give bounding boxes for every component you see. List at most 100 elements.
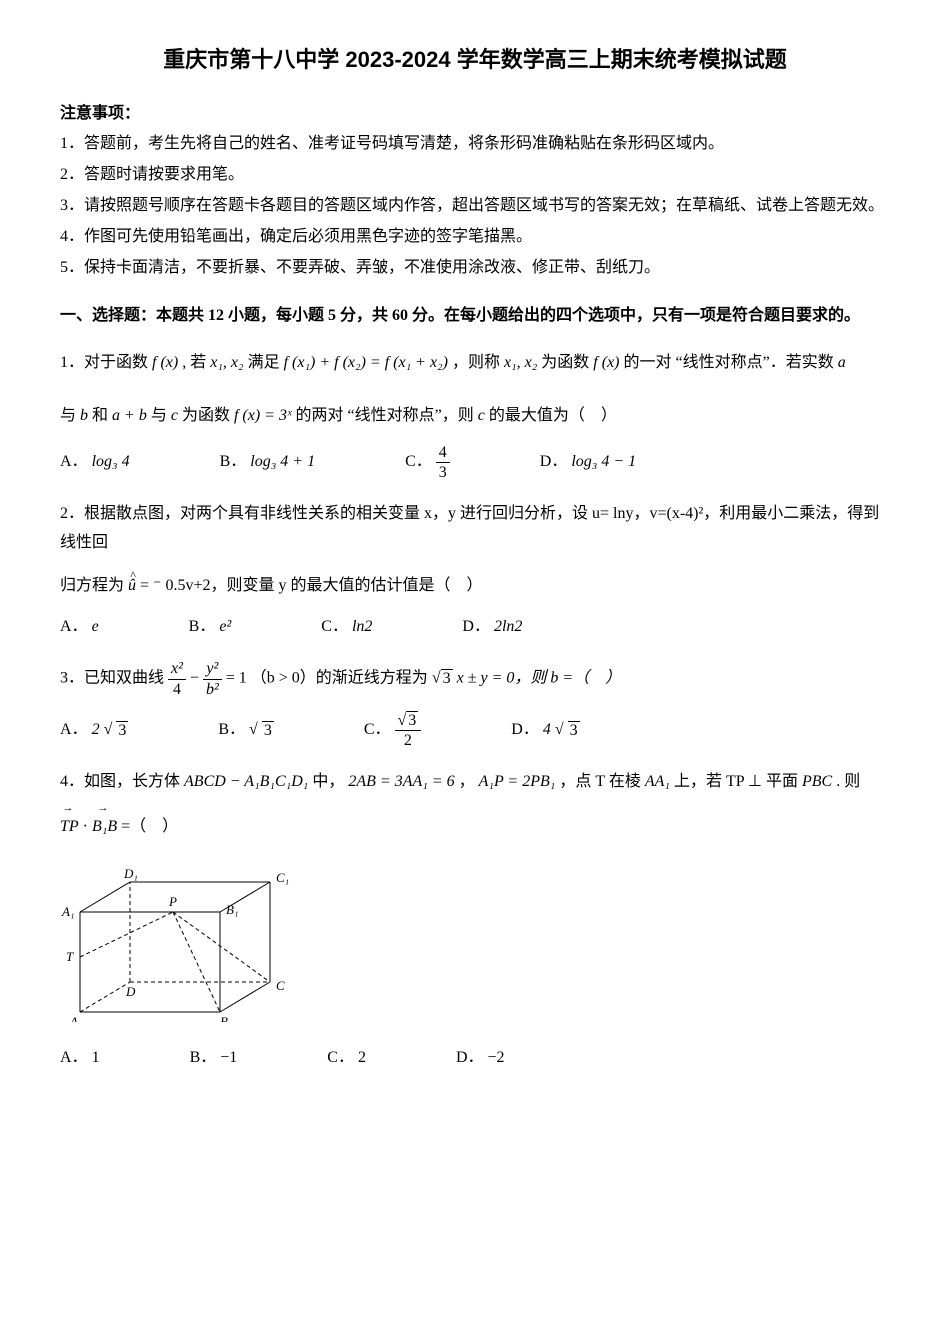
q2-opt-a-val: e <box>92 613 99 642</box>
q4-opt-d-label: D． <box>456 1044 484 1073</box>
q4-pbc: PBC <box>802 773 832 790</box>
q2-opt-a-label: A． <box>60 613 88 642</box>
q3-a-pre: 2 <box>92 716 100 745</box>
q4-opt-a: A．1 <box>60 1044 100 1073</box>
q2-opt-d: D．2ln2 <box>462 613 522 642</box>
q4-t1: 中， <box>312 773 344 790</box>
q3-opt-c: C． √3 2 <box>364 711 421 750</box>
q3-eq: = 1 <box>226 670 247 687</box>
q1-text: 1．对于函数 <box>60 354 152 371</box>
q3-c-frac: √3 2 <box>395 711 422 750</box>
svg-text:C: C <box>276 978 285 993</box>
q4-t5: . 则 <box>836 773 860 790</box>
q1-and2: 与 <box>151 407 171 424</box>
q3-opt-d-label: D． <box>511 716 539 745</box>
q3-a-sqrt: 3 <box>116 721 128 740</box>
q1-x12b: x₁, x₂ <box>504 354 537 371</box>
q1-opt-d-val: log₃ 4 − 1 <box>571 448 636 477</box>
q1-opt-c-den: 3 <box>436 463 450 482</box>
q1-opt-d: D．log₃ 4 − 1 <box>540 443 636 482</box>
q3-cond: （b > 0）的渐近线方程为 <box>251 670 432 687</box>
notice-line-2: 2．答题时请按要求用笔。 <box>60 161 890 190</box>
q3-opt-a: A． 2√3 <box>60 711 128 750</box>
q4-eq1: 2AB = 3AA₁ = 6 <box>348 773 454 790</box>
q3-sqrt: √ <box>432 670 441 687</box>
q2-opt-c-label: C． <box>321 613 348 642</box>
q1-and: 和 <box>92 407 112 424</box>
q1-t7: 的两对 “线性对称点”，则 <box>295 407 477 424</box>
q1-t3: ，则称 <box>452 354 504 371</box>
q3-c-num3: 3 <box>406 711 418 730</box>
q3-rest: x ± y = 0，则 b =（ ） <box>457 670 622 687</box>
q3-d-sqrt-sym: √ <box>555 716 564 745</box>
q2-opt-b-val: e² <box>219 613 231 642</box>
q3-xnum: x² <box>168 659 186 679</box>
q3-opt-b-label: B． <box>218 716 245 745</box>
q1-eq: f (x₁) + f (x₂) = f (x₁ + x₂) <box>284 354 448 371</box>
q4-opt-a-val: 1 <box>92 1044 100 1073</box>
q2-opt-a: A．e <box>60 613 99 642</box>
q2-l2b: = ⁻ 0.5v+2，则变量 y 的最大值的估计值是（ ） <box>140 577 483 594</box>
q1-t4: 为函数 <box>541 354 593 371</box>
svg-text:A: A <box>69 1014 78 1022</box>
q1-t5: 的一对 “线性对称点”．若实数 <box>624 354 838 371</box>
q2-opt-c: C．ln2 <box>321 613 372 642</box>
q4-t4: 上，若 TP ⊥ 平面 <box>674 773 802 790</box>
q1-opt-a-val: log₃ 4 <box>92 448 130 477</box>
q4-aa1: AA₁ <box>645 773 670 790</box>
question-4: 4．如图，长方体 ABCD − A₁B₁C₁D₁ 中， 2AB = 3AA₁ =… <box>60 768 890 1073</box>
section-1-head: 一、选择题：本题共 12 小题，每小题 5 分，共 60 分。在每小题给出的四个… <box>60 302 890 331</box>
q4-vec-b1b: B₁B <box>92 813 117 842</box>
q1-line2a: 与 <box>60 407 80 424</box>
svg-text:T: T <box>66 949 74 964</box>
q3-xden: 4 <box>168 680 186 699</box>
q2-opt-b: B．e² <box>189 613 232 642</box>
q4-t3: ，点 T 在棱 <box>559 773 645 790</box>
q4-pre: 4．如图，长方体 <box>60 773 184 790</box>
q1-opt-c: C． 4 3 <box>405 443 450 482</box>
q3-d-pre: 4 <box>543 716 551 745</box>
q3-options: A． 2√3 B． √3 C． √3 2 D． 4√3 <box>60 711 890 750</box>
q3-opt-a-label: A． <box>60 716 88 745</box>
q2-l2a: 归方程为 <box>60 577 128 594</box>
q2-opt-b-label: B． <box>189 613 216 642</box>
q2-line1: 2．根据散点图，对两个具有非线性关系的相关变量 x，y 进行回归分析，设 u= … <box>60 500 890 558</box>
notice-line-4: 4．作图可先使用铅笔画出，确定后必须用黑色字迹的签字笔描黑。 <box>60 223 890 252</box>
q3-pre: 3．已知双曲线 <box>60 670 168 687</box>
q1-fx2: f (x) <box>593 354 619 371</box>
svg-text:D: D <box>125 984 136 999</box>
q4-dot: · <box>83 818 92 835</box>
q1-c: c <box>171 407 178 424</box>
question-3: 3．已知双曲线 x² 4 − y² b² = 1 （b > 0）的渐近线方程为 … <box>60 659 890 750</box>
q1-ab: a + b <box>112 407 147 424</box>
notice-line-3: 3．请按照题号顺序在答题卡各题目的答题区域内作答，超出答题区域书写的答案无效；在… <box>60 192 890 221</box>
q4-opt-c: C．2 <box>327 1044 366 1073</box>
q4-opt-b: B．−1 <box>190 1044 238 1073</box>
q4-figure: ABCDA₁B₁C₁D₁TP <box>60 852 890 1033</box>
q1-opt-a-label: A． <box>60 448 88 477</box>
question-1: 1．对于函数 f (x) , 若 x₁, x₂ 满足 f (x₁) + f (x… <box>60 349 890 482</box>
q4-svg: ABCDA₁B₁C₁D₁TP <box>60 852 290 1022</box>
q4-body: ABCD − A₁B₁C₁D₁ <box>184 773 308 790</box>
q3-b-sqrt: 3 <box>262 721 274 740</box>
q1-t2: 满足 <box>248 354 284 371</box>
question-2: 2．根据散点图，对两个具有非线性关系的相关变量 x，y 进行回归分析，设 u= … <box>60 500 890 641</box>
q1-t1: , 若 <box>182 354 210 371</box>
q2-options: A．e B．e² C．ln2 D．2ln2 <box>60 613 890 642</box>
q4-opt-d: D．−2 <box>456 1044 505 1073</box>
q3-b-sqrt-sym: √ <box>249 716 258 745</box>
svg-text:A₁: A₁ <box>61 904 74 919</box>
q2-hat: ^ <box>130 565 135 587</box>
svg-text:P: P <box>168 894 177 909</box>
q1-opt-b: B．log₃ 4 + 1 <box>220 443 316 482</box>
q3-a-sqrt-sym: √ <box>104 716 113 745</box>
q3-yden: b² <box>203 680 222 699</box>
q2-opt-d-label: D． <box>462 613 490 642</box>
q1-f3x: f (x) = 3ˣ <box>234 407 292 424</box>
q3-frac-y: y² b² <box>203 659 222 698</box>
q1-x12: x₁, x₂ <box>210 354 243 371</box>
notice-block: 注意事项： 1．答题前，考生先将自己的姓名、准考证号码填写清楚，将条形码准确粘贴… <box>60 100 890 283</box>
q3-opt-b: B． √3 <box>218 711 273 750</box>
q4-vec-tp: TP <box>60 813 79 842</box>
q1-opt-b-val: log₃ 4 + 1 <box>250 448 315 477</box>
